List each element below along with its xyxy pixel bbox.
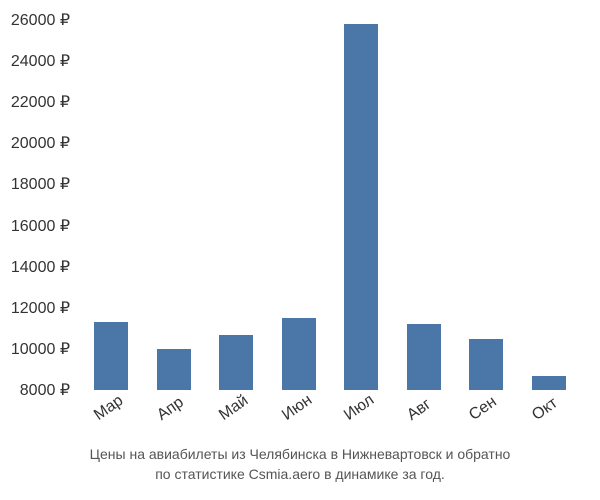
caption-line-2: по статистике Csmia.aero в динамике за г…: [0, 465, 600, 485]
y-axis: 8000 ₽10000 ₽12000 ₽14000 ₽16000 ₽18000 …: [0, 20, 80, 390]
bar: [219, 335, 253, 391]
bar: [344, 24, 378, 390]
x-tick-label: Сен: [466, 393, 500, 425]
chart-caption: Цены на авиабилеты из Челябинска в Нижне…: [0, 445, 600, 484]
x-tick-label: Мар: [91, 392, 127, 425]
bar: [282, 318, 316, 390]
bar: [94, 322, 128, 390]
bar: [469, 339, 503, 390]
x-tick-label: Июн: [279, 391, 316, 424]
bar: [532, 376, 566, 390]
y-tick-label: 14000 ₽: [0, 257, 70, 277]
x-tick-label: Май: [216, 392, 252, 425]
y-tick-label: 12000 ₽: [0, 298, 70, 318]
y-tick-label: 26000 ₽: [0, 10, 70, 30]
caption-line-1: Цены на авиабилеты из Челябинска в Нижне…: [0, 445, 600, 465]
y-tick-label: 24000 ₽: [0, 51, 70, 71]
y-tick-label: 8000 ₽: [0, 380, 70, 400]
bar: [407, 324, 441, 390]
plot-area: [80, 20, 580, 390]
y-tick-label: 22000 ₽: [0, 92, 70, 112]
y-tick-label: 18000 ₽: [0, 174, 70, 194]
y-tick-label: 10000 ₽: [0, 339, 70, 359]
x-tick-label: Авг: [404, 396, 435, 425]
x-tick-label: Окт: [529, 395, 561, 425]
x-tick-label: Июл: [341, 391, 378, 424]
y-tick-label: 16000 ₽: [0, 216, 70, 236]
x-tick-label: Апр: [154, 394, 187, 425]
y-tick-label: 20000 ₽: [0, 133, 70, 153]
x-axis: МарАпрМайИюнИюлАвгСенОкт: [80, 395, 580, 445]
bar: [157, 349, 191, 390]
